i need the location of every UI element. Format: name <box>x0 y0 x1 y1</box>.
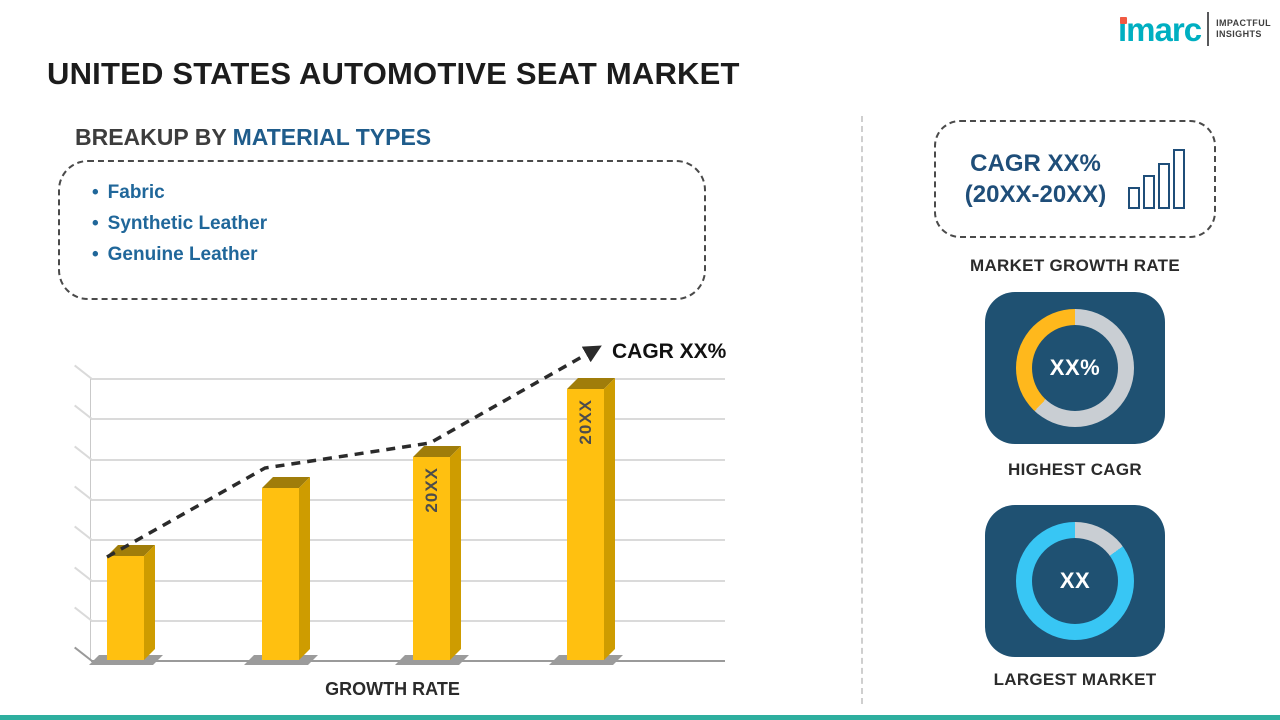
chart-x-axis-label: GROWTH RATE <box>325 679 460 699</box>
highest-cagr-label: HIGHEST CAGR <box>1008 460 1142 479</box>
logo-tagline: IMPACTFUL INSIGHTS <box>1216 18 1271 40</box>
bar-label: 20XX <box>575 399 595 445</box>
bar-label: 20XX <box>421 467 441 513</box>
material-item-label: Synthetic Leather <box>107 213 268 234</box>
bullet-icon: • <box>92 182 99 203</box>
gridline <box>91 459 725 461</box>
gridline <box>91 539 725 541</box>
logo-tagline-line1: IMPACTFUL <box>1216 18 1271 28</box>
bar-1 <box>89 545 163 665</box>
vertical-divider <box>861 116 863 704</box>
largest-market-card: XX <box>985 505 1165 657</box>
cagr-years-line: (20XX-20XX) <box>964 181 1107 208</box>
largest-market-donut-chart: XX <box>1016 522 1134 640</box>
bar-side-face <box>450 446 461 660</box>
material-item-label: Genuine Leather <box>107 244 258 265</box>
bullet-icon: • <box>92 213 99 234</box>
highest-cagr-donut-chart: XX% <box>1016 309 1134 427</box>
list-item: • Genuine Leather <box>92 239 704 270</box>
bar-side-face <box>299 477 310 660</box>
list-item: • Fabric <box>92 177 704 208</box>
highest-cagr-card: XX% <box>985 292 1165 444</box>
breakup-heading: BREAKUP BY MATERIAL TYPES <box>75 124 431 151</box>
bar-side-face <box>604 378 615 660</box>
bar-front-face <box>107 556 144 660</box>
breakup-heading-prefix: BREAKUP BY <box>75 124 227 150</box>
page-title: UNITED STATES AUTOMOTIVE SEAT MARKET <box>47 56 740 91</box>
logo-separator <box>1207 12 1210 46</box>
chart-gridlines <box>90 378 725 662</box>
logo-brand-wrap: imarc <box>1118 10 1202 48</box>
cagr-trend-label: CAGR XX% <box>612 340 727 363</box>
list-item: • Synthetic Leather <box>92 208 704 239</box>
cagr-box-text: CAGR XX% (20XX-20XX) <box>965 148 1106 210</box>
breakup-heading-highlight: MATERIAL TYPES <box>232 124 432 150</box>
logo-tagline-line2: INSIGHTS <box>1216 29 1262 39</box>
material-item-label: Fabric <box>107 182 165 203</box>
bar-3: 20XX <box>395 446 469 665</box>
bar-chart-icon <box>1128 149 1186 209</box>
bar-4: 20XX <box>549 378 623 665</box>
gridline <box>91 499 725 501</box>
material-types-box: • Fabric • Synthetic Leather • Genuine L… <box>58 160 706 300</box>
logo-red-dot-icon <box>1120 16 1127 24</box>
largest-market-label: LARGEST MARKET <box>993 670 1157 689</box>
cagr-box: CAGR XX% (20XX-20XX) <box>934 120 1216 238</box>
market-growth-rate-label: MARKET GROWTH RATE <box>969 256 1180 275</box>
gridline <box>91 580 725 582</box>
imarc-logo: imarc IMPACTFUL INSIGHTS <box>1118 12 1271 46</box>
gridline <box>91 620 725 622</box>
gridline <box>91 378 725 380</box>
highest-cagr-value: XX% <box>1049 355 1101 380</box>
footer-accent-bar <box>0 715 1280 720</box>
bar-side-face <box>144 545 155 660</box>
gridline <box>91 418 725 420</box>
bar-front-face <box>262 488 299 660</box>
bar-2 <box>244 477 318 665</box>
bullet-icon: • <box>92 244 99 265</box>
largest-market-value: XX <box>1059 568 1091 593</box>
cagr-value-line: CAGR XX% <box>970 150 1101 177</box>
growth-bar-chart: 20XX 20XX <box>60 338 725 670</box>
logo-brand-text: imarc <box>1118 10 1202 48</box>
